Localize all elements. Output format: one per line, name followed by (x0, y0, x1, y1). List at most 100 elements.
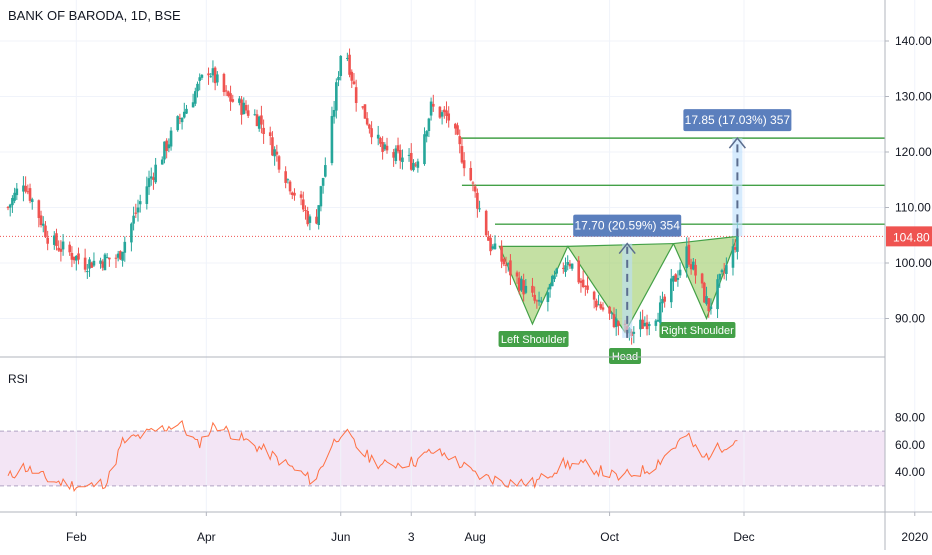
candle-body (570, 263, 574, 269)
candle-body (28, 188, 32, 201)
candle-body (11, 197, 14, 206)
candle-body (337, 76, 340, 81)
candle-body (138, 201, 142, 205)
candle-body (268, 132, 272, 136)
rsi-tick-label: 80.00 (895, 410, 925, 424)
candle-body (222, 73, 226, 93)
candle-body (550, 275, 554, 287)
candle-body (423, 134, 426, 165)
candle-body (196, 83, 199, 92)
candle-body (169, 130, 173, 147)
candlesticks (6, 48, 739, 345)
candle-body (165, 140, 168, 151)
candle-body (562, 267, 565, 269)
candle-body (26, 191, 30, 193)
candle-body (632, 331, 636, 334)
candle-body (454, 123, 457, 129)
candle-body (306, 211, 309, 225)
candle-body (584, 285, 587, 288)
rsi-band (0, 431, 885, 486)
candle-body (612, 314, 616, 328)
candle-body (335, 82, 338, 111)
candle-body (566, 262, 570, 265)
candle-body (376, 134, 380, 139)
candle-body (363, 104, 367, 119)
rsi-tick-label: 40.00 (895, 465, 925, 479)
candle-body (39, 215, 43, 226)
candle-body (720, 270, 724, 273)
candle-body (352, 81, 356, 84)
candle-body (506, 263, 510, 265)
price-tag-label: 104.80 (893, 230, 930, 244)
candle-body (339, 55, 343, 76)
candle-body (301, 199, 305, 210)
candle-body (440, 112, 444, 117)
candle-body (381, 142, 384, 152)
candle-body (703, 282, 706, 303)
candle-body (275, 151, 279, 155)
candle-body (522, 280, 525, 295)
candle-body (209, 76, 213, 78)
candle-body (163, 141, 166, 160)
candle-body (238, 98, 241, 103)
candle-body (37, 200, 41, 218)
candle-body (160, 159, 164, 165)
candle-body (350, 71, 354, 81)
price-tick-label: 130.00 (895, 90, 932, 104)
candle-body (216, 74, 219, 83)
candle-body (77, 253, 80, 260)
candle-body (401, 157, 404, 163)
pattern-triangle (498, 245, 569, 326)
candle-body (462, 160, 466, 169)
candle-body (658, 302, 662, 323)
candle-body (348, 54, 351, 75)
candle-body (15, 188, 19, 196)
rsi-tick-label: 60.00 (895, 438, 925, 452)
candle-body (55, 233, 58, 247)
candle-body (509, 260, 512, 276)
candle-body (601, 307, 605, 310)
candle-body (240, 99, 243, 115)
candle-body (288, 181, 292, 192)
candle-body (639, 319, 642, 330)
candle-body (132, 215, 135, 224)
candle-body (103, 254, 107, 271)
candle-body (517, 277, 521, 291)
candle-body (211, 68, 215, 76)
candle-body (489, 237, 492, 252)
candle-body (641, 319, 644, 329)
candle-body (114, 257, 118, 259)
candle-body (370, 128, 373, 138)
candle-body (182, 111, 186, 118)
candle-body (83, 257, 87, 270)
candle-body (502, 258, 506, 265)
candle-body (284, 171, 287, 183)
candle-body (599, 304, 603, 309)
candle-body (379, 138, 382, 144)
candle-body (361, 106, 365, 108)
candle-body (669, 278, 673, 303)
candle-body (194, 91, 197, 104)
candle-body (718, 273, 722, 280)
candle-body (317, 205, 321, 226)
candle-body (299, 194, 303, 198)
candle-body (105, 257, 109, 259)
candle-body (293, 192, 296, 196)
candle-body (520, 278, 523, 291)
candle-body (180, 117, 184, 123)
candle-body (198, 77, 202, 81)
candle-body (579, 280, 583, 283)
candle-body (672, 275, 675, 282)
candle-body (716, 279, 719, 310)
candle-body (643, 322, 647, 326)
candle-body (469, 167, 473, 181)
candle-body (255, 114, 259, 127)
candle-body (246, 110, 250, 116)
candle-body (676, 277, 680, 280)
candle-body (75, 255, 78, 261)
candle-body (68, 244, 72, 253)
measurement-tools[interactable]: 17.70 (20.59%) 354 17.85 (17.03%) 357 (573, 109, 792, 338)
